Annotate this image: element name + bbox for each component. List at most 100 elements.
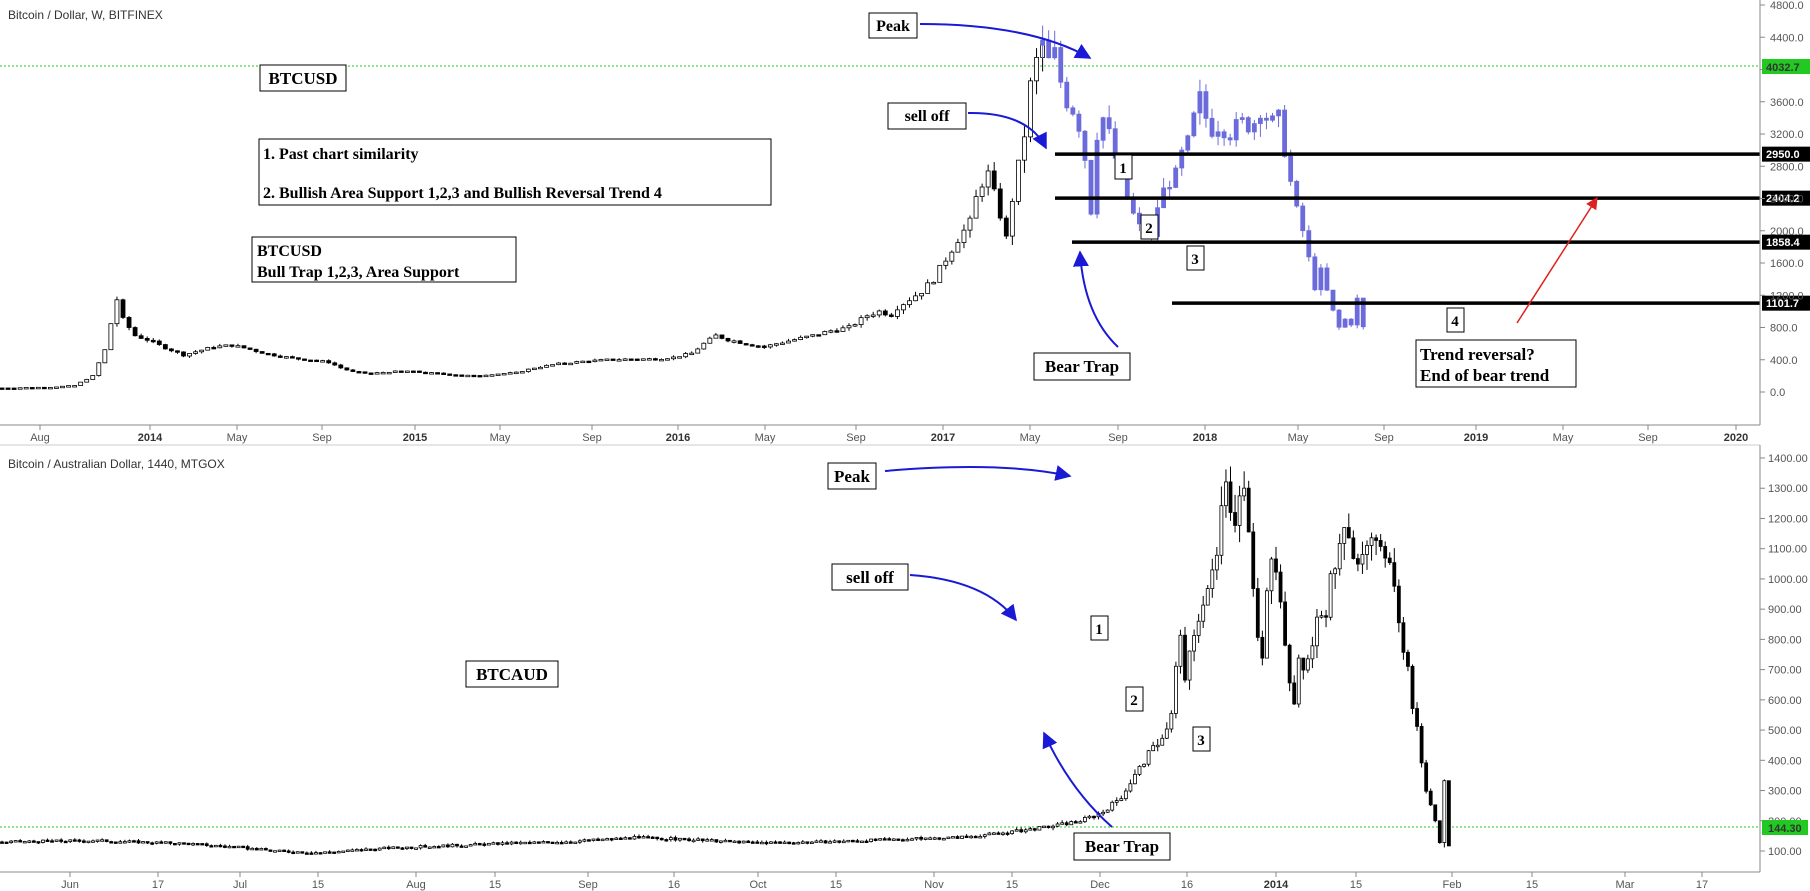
bottom-candle-body bbox=[846, 839, 851, 843]
top-x-tick-label: 2014 bbox=[138, 432, 163, 444]
bottom-x-tick-label: 15 bbox=[1350, 879, 1362, 891]
top-candle-body bbox=[955, 242, 961, 253]
bottom-candle-body bbox=[1037, 826, 1042, 831]
top-candle-body bbox=[646, 358, 652, 361]
bottom-candle-body bbox=[323, 851, 327, 854]
top-y-tick-label: 0.0 bbox=[1770, 387, 1785, 399]
top-candle-body bbox=[54, 386, 59, 389]
bottom-candle-body bbox=[928, 837, 933, 840]
bottom-candle-body bbox=[373, 848, 378, 852]
top-btcusd-box bbox=[259, 64, 347, 92]
bottom-candle-body bbox=[518, 841, 523, 845]
bottom-candle-body bbox=[568, 841, 573, 844]
bottom-x-tick-label: Oct bbox=[749, 879, 766, 891]
top-projection-candle-body bbox=[1052, 47, 1058, 59]
bottom-candle-body bbox=[4, 841, 9, 844]
bottom-candle-body bbox=[555, 841, 559, 845]
top-candle-body bbox=[598, 359, 604, 362]
bottom-candle-body bbox=[564, 841, 569, 844]
bottom-candle-body bbox=[650, 836, 655, 839]
bottom-candle-body bbox=[796, 841, 801, 845]
bottom-candle-body bbox=[764, 841, 769, 845]
top-candle-body bbox=[949, 251, 955, 262]
bottom-btcaud-label: BTCAUD bbox=[476, 665, 548, 684]
bottom-candle-body bbox=[823, 840, 828, 844]
bottom-candle-body bbox=[596, 838, 600, 841]
top-projection-candle-body bbox=[1197, 91, 1203, 114]
bottom-x-tick-label: 17 bbox=[152, 879, 164, 891]
bottom-candle-body bbox=[546, 841, 550, 844]
top-x-tick-label: Sep bbox=[1374, 432, 1394, 444]
bottom-candle-body bbox=[882, 838, 887, 841]
top-candle-body bbox=[858, 317, 864, 325]
bottom-candle-body bbox=[1123, 790, 1128, 800]
bottom-candle-body bbox=[145, 841, 150, 844]
bottom-candle-body bbox=[382, 846, 387, 850]
bottom-candle-body bbox=[1337, 542, 1342, 570]
top-projection-candle-body bbox=[1288, 155, 1294, 182]
bottom-candle-body bbox=[122, 841, 127, 844]
top-candle-body bbox=[991, 170, 997, 190]
top-x-tick-label: May bbox=[490, 432, 511, 444]
top-candle-body bbox=[774, 343, 779, 346]
bottom-candle-body bbox=[1142, 763, 1146, 767]
bottom-candle-body bbox=[1292, 682, 1297, 705]
bottom-candle-body bbox=[1119, 798, 1124, 801]
bottom-y-tick-label: 300.00 bbox=[1768, 786, 1802, 798]
bottom-candle-body bbox=[951, 836, 955, 839]
bottom-panel: Bitcoin / Australian Dollar, 1440, MTGOX… bbox=[0, 444, 1808, 891]
bottom-candle-body bbox=[204, 843, 209, 847]
bottom-candle-body bbox=[1433, 804, 1438, 822]
bottom-candle-body bbox=[832, 840, 837, 843]
top-projection-candle-body bbox=[1324, 267, 1330, 291]
bottom-candle-body bbox=[100, 839, 104, 842]
bottom-candle-body bbox=[391, 846, 396, 850]
bottom-candle-body bbox=[996, 832, 1001, 835]
top-candle-body bbox=[997, 188, 1003, 219]
bottom-candle-body bbox=[200, 843, 205, 846]
bottom-x-tick-label: 2014 bbox=[1264, 879, 1289, 891]
top-x-tick-label: Sep bbox=[312, 432, 332, 444]
bottom-candle-body bbox=[1192, 635, 1196, 652]
top-candle-body bbox=[961, 229, 967, 243]
bottom-y-tick-label: 1400.00 bbox=[1768, 453, 1808, 465]
top-candle-body bbox=[66, 385, 71, 388]
bottom-candle-body bbox=[254, 847, 259, 851]
bottom-candle-body bbox=[59, 839, 64, 842]
top-x-tick-label: 2016 bbox=[666, 432, 690, 444]
top-candle-body bbox=[550, 364, 555, 367]
top-candle-body bbox=[5, 387, 11, 390]
top-projection-candle-body bbox=[1167, 187, 1173, 190]
bottom-candle-body bbox=[423, 845, 428, 848]
bottom-candle-body bbox=[1055, 823, 1060, 827]
top-candle-body bbox=[671, 356, 676, 360]
top-candle-body bbox=[193, 351, 199, 354]
top-candle-body bbox=[417, 370, 422, 373]
bottom-x-tick-label: Jun bbox=[61, 879, 79, 891]
top-candle-body bbox=[604, 358, 610, 361]
top-candle-body bbox=[60, 385, 65, 389]
bottom-num1-box bbox=[1090, 615, 1109, 641]
bottom-candle-body bbox=[1378, 540, 1383, 547]
bottom-candle-body bbox=[1233, 512, 1237, 526]
top-projection-candle-body bbox=[1294, 180, 1300, 207]
bottom-candle-body bbox=[1287, 644, 1292, 684]
top-num1: 1 bbox=[1119, 161, 1127, 177]
bottom-candle-body bbox=[486, 842, 491, 846]
bottom-candle-body bbox=[1296, 657, 1301, 705]
top-selloff-box bbox=[887, 102, 967, 130]
bottom-x-tick-label: 17 bbox=[1696, 879, 1708, 891]
top-num4-box bbox=[1446, 307, 1465, 333]
bottom-candle-body bbox=[1032, 828, 1037, 831]
bottom-candle-body bbox=[132, 840, 136, 843]
bottom-candle-body bbox=[705, 839, 710, 842]
bottom-candle-body bbox=[787, 841, 792, 845]
bottom-candle-body bbox=[104, 839, 109, 842]
bottom-candle-body bbox=[810, 841, 814, 845]
bottom-candle-body bbox=[1214, 554, 1219, 571]
top-candle-body bbox=[985, 170, 991, 188]
bottom-x-tick-label: Aug bbox=[406, 879, 426, 891]
top-candle-body bbox=[265, 352, 271, 356]
bottom-candle-body bbox=[332, 851, 337, 854]
bottom-candle-body bbox=[1001, 832, 1005, 835]
